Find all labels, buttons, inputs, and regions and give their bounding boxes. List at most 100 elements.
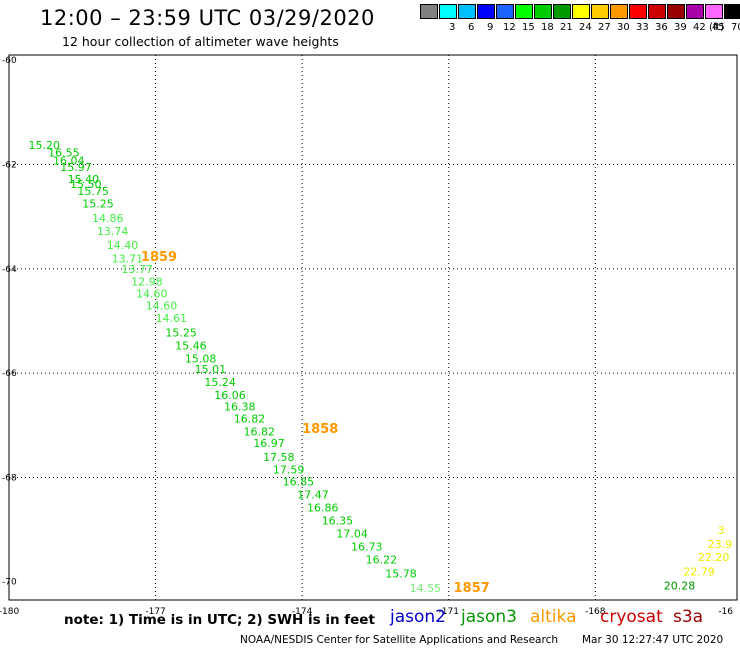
satellite-label-jason2: jason2 (390, 607, 446, 627)
wave-height-value: 20.28 (664, 580, 696, 593)
longitude-tick-label: -180 (0, 607, 19, 617)
color-scale-label: 6 (468, 22, 475, 33)
wave-height-value: 17.47 (297, 488, 329, 501)
wave-height-value: 14.55 (410, 582, 442, 595)
color-swatch (667, 4, 685, 19)
wave-height-value: 16.04 (53, 155, 85, 168)
wave-height-value: 16.82 (244, 426, 276, 439)
footer-timestamp: Mar 30 12:27:47 UTC 2020 (582, 634, 724, 646)
wave-height-value: 15.01 (195, 363, 227, 376)
wave-height-value: 15.50 (70, 178, 102, 191)
color-swatch (420, 4, 438, 19)
color-scale-label: 21 (560, 22, 573, 33)
wave-height-value: 13.74 (97, 225, 129, 238)
satellite-label-s3a: s3a (673, 607, 704, 627)
wave-height-value: 23.9 (708, 538, 733, 551)
wave-height-value: 16.97 (253, 437, 284, 450)
color-swatch (515, 4, 533, 19)
wave-height-value: 13.71 (112, 253, 144, 266)
color-swatch (591, 4, 609, 19)
wave-height-value: 15.25 (82, 197, 114, 210)
map-frame (8, 54, 738, 601)
wave-height-value: 15.20 (29, 139, 61, 152)
wave-height-value: 3 (717, 524, 724, 537)
wave-height-value: 15.46 (175, 340, 207, 353)
wave-height-value: 17.04 (336, 527, 368, 540)
latitude-tick-label: -60 (2, 56, 17, 66)
color-swatch (686, 4, 704, 19)
pass-time-label: 1858 (302, 422, 338, 437)
wave-height-value: 16.38 (224, 401, 256, 414)
color-swatch (705, 4, 723, 19)
wave-height-value: 16.73 (351, 540, 383, 553)
color-swatch (553, 4, 571, 19)
color-scale-unit: (ft) (709, 22, 725, 33)
color-scale-labels: 36912151821242730333639424570(ft) (420, 22, 740, 36)
color-scale-label: 3 (449, 22, 456, 33)
satellite-label-altika: altika (530, 607, 577, 627)
color-swatch (496, 4, 514, 19)
color-scale-label: 18 (541, 22, 554, 33)
wave-height-value: 15.24 (204, 376, 236, 389)
color-swatch (439, 4, 457, 19)
wave-height-value: 16.86 (307, 501, 339, 514)
color-scale-label: 70 (731, 22, 740, 33)
color-swatch (477, 4, 495, 19)
satellite-label-jason3: jason3 (461, 607, 517, 627)
wave-height-value: 17.58 (263, 451, 295, 464)
wave-height-value: 14.61 (156, 312, 188, 325)
color-swatch (629, 4, 647, 19)
color-swatch (572, 4, 590, 19)
wave-height-value: 16.85 (283, 475, 315, 488)
color-scale-label: 45 (712, 22, 725, 33)
color-swatch (724, 4, 740, 19)
wave-height-value: 12.98 (131, 276, 163, 289)
wave-height-value: 15.75 (77, 185, 109, 198)
color-scale-label: 24 (579, 22, 592, 33)
wave-height-value: 14.60 (136, 288, 168, 301)
longitude-tick-label: -16 (718, 607, 733, 617)
pass-time-label: 1859 (141, 250, 177, 265)
wave-height-value: 15.97 (60, 161, 92, 174)
footer-credit: NOAA/NESDIS Center for Satellite Applica… (240, 634, 558, 646)
wave-height-value: 16.35 (322, 514, 354, 527)
color-scale-label: 39 (674, 22, 687, 33)
color-swatch (458, 4, 476, 19)
longitude-tick-label: -171 (439, 607, 459, 617)
wave-height-value: 15.40 (68, 173, 100, 186)
longitude-tick-label: -168 (585, 607, 606, 617)
color-scale-label: 33 (636, 22, 649, 33)
color-scale-legend (420, 4, 740, 19)
color-scale-label: 9 (487, 22, 494, 33)
latitude-tick-label: -68 (2, 473, 17, 483)
color-scale-label: 36 (655, 22, 668, 33)
wave-height-value: 16.06 (214, 389, 246, 402)
wave-height-value: 14.60 (146, 300, 178, 313)
color-swatch (534, 4, 552, 19)
wave-height-value: 14.86 (92, 212, 124, 225)
color-scale-label: 15 (522, 22, 535, 33)
wave-height-value: 16.82 (234, 413, 266, 426)
color-swatch (610, 4, 628, 19)
wave-height-value: 14.40 (107, 239, 139, 252)
latitude-tick-label: -70 (2, 578, 17, 588)
satellite-label-cryosat: cryosat (600, 607, 663, 627)
longitude-tick-label: -174 (292, 607, 313, 617)
color-scale-label: 42 (693, 22, 706, 33)
wave-height-value: 15.08 (185, 353, 217, 366)
footer-note: note: 1) Time is in UTC; 2) SWH is in fe… (64, 612, 375, 628)
latitude-tick-label: -64 (2, 265, 17, 275)
wave-height-value: 22.20 (698, 551, 730, 564)
latitude-tick-label: -66 (2, 369, 17, 379)
color-swatch (648, 4, 666, 19)
color-scale-label: 12 (503, 22, 516, 33)
wave-height-value: 15.78 (385, 568, 417, 581)
wave-height-value: 22.79 (683, 565, 715, 578)
pass-time-label: 1857 (454, 581, 490, 596)
latitude-tick-label: -62 (2, 161, 17, 171)
page-title: 12:00 – 23:59 UTC 03/29/2020 (40, 6, 375, 30)
color-scale-label: 27 (598, 22, 611, 33)
wave-height-value: 16.55 (48, 147, 80, 160)
wave-height-value: 13.77 (121, 263, 153, 276)
